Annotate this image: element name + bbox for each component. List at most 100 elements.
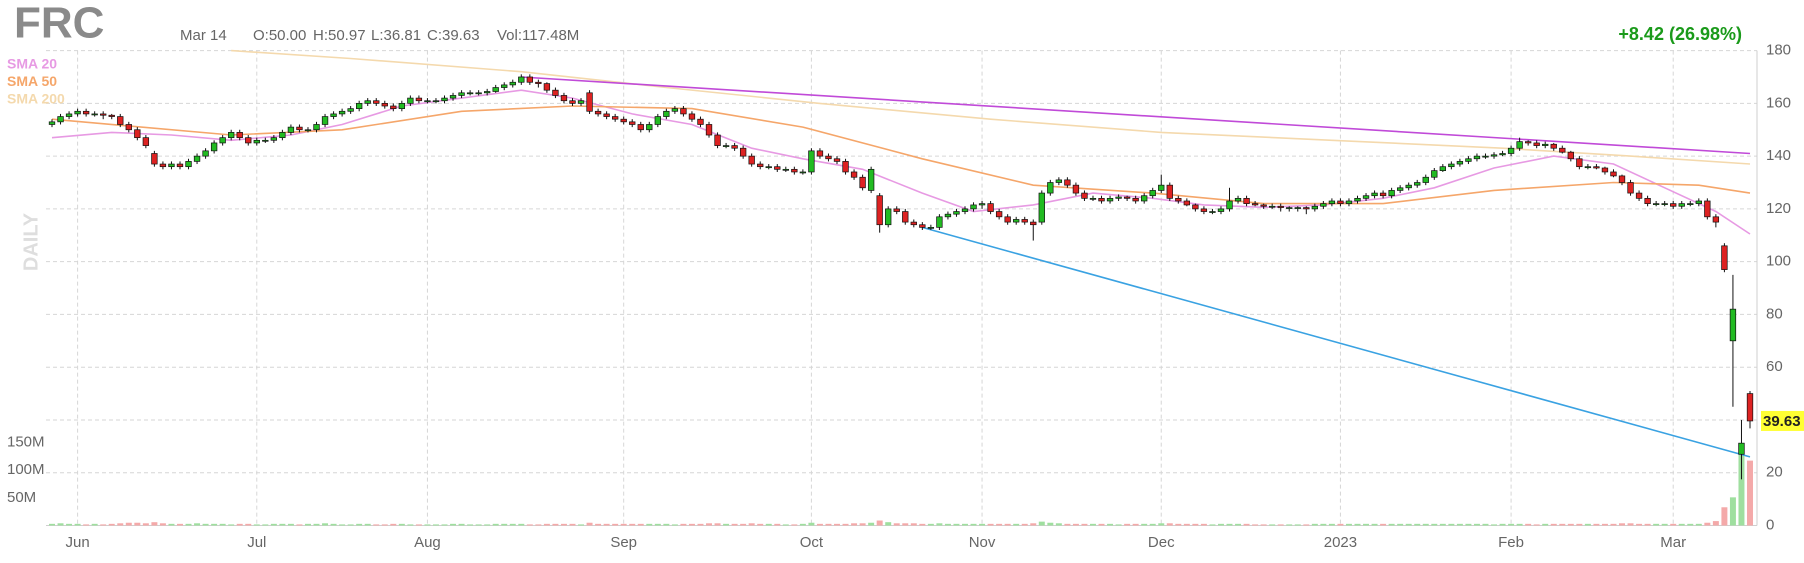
volume-bar — [253, 524, 260, 526]
candle-body — [970, 204, 977, 210]
y-tick-label: 20 — [1766, 464, 1783, 481]
candle-body — [279, 132, 286, 139]
volume-bar — [799, 523, 806, 526]
candle-body — [1115, 196, 1122, 199]
volume-bar — [919, 523, 926, 526]
volume-bar — [1354, 523, 1361, 526]
volume-bar — [1422, 523, 1429, 526]
volume-bar — [1166, 523, 1173, 526]
volume-bar — [441, 524, 448, 526]
volume-bar — [381, 524, 388, 526]
volume-bar — [1200, 523, 1207, 526]
volume-bar — [569, 523, 576, 526]
candle-body — [825, 155, 832, 160]
candle-body — [1030, 221, 1037, 226]
volume-bar — [1576, 523, 1583, 526]
volume-bar — [1405, 523, 1412, 526]
candle-body — [1396, 187, 1404, 191]
candle-body — [441, 97, 448, 102]
candle-body — [902, 211, 909, 223]
volume-bar — [509, 523, 516, 526]
volume-bar — [117, 523, 124, 526]
candle-body — [1226, 200, 1233, 210]
volume-bar — [1721, 507, 1728, 526]
volume-bar — [1456, 523, 1463, 526]
volume-bar — [1064, 523, 1071, 526]
candle-body — [671, 108, 679, 112]
volume-bar — [1661, 523, 1668, 526]
volume-bar — [748, 523, 755, 526]
volume-bar — [304, 523, 311, 526]
volume-bar — [842, 523, 849, 526]
candle-body — [228, 132, 235, 139]
label-layer: 02040608010012014016018050M100M150MJunJu… — [7, 42, 1804, 551]
candle-body — [1746, 393, 1754, 422]
volume-bar — [774, 523, 781, 526]
candle-body — [1729, 308, 1737, 342]
candle-body — [1670, 203, 1677, 207]
volume-bar — [1448, 523, 1455, 526]
candle-body — [1712, 216, 1720, 223]
candle-body — [1166, 184, 1173, 199]
candle-body — [543, 83, 551, 91]
candle-body — [1055, 179, 1063, 183]
candle-body — [1524, 141, 1532, 144]
volume-bar — [1098, 523, 1105, 526]
volume-bar — [57, 523, 64, 526]
candle-body — [501, 84, 508, 88]
volume-bar — [1678, 523, 1685, 526]
candle-body — [1047, 182, 1054, 194]
candle-body — [1354, 197, 1361, 202]
volume-bar — [1328, 523, 1335, 526]
candle-body — [466, 92, 474, 95]
volume-bar — [108, 523, 115, 526]
candle-body — [893, 208, 900, 212]
volume-bar — [1653, 523, 1660, 526]
candle-body — [117, 116, 124, 125]
volume-bar — [1499, 523, 1506, 526]
volume-tick-label: 100M — [7, 461, 45, 478]
candle-body — [1456, 161, 1464, 165]
volume-bar — [1644, 523, 1651, 526]
volume-bar — [1619, 523, 1625, 526]
volume-bar — [91, 523, 98, 526]
candle-body — [1439, 166, 1446, 171]
volume-bar — [868, 522, 875, 526]
candle-body — [509, 81, 516, 86]
candle-body — [262, 139, 269, 142]
volume-bar — [1286, 524, 1293, 526]
candle-body — [833, 158, 841, 162]
volume-bar — [851, 523, 858, 526]
candle-body — [82, 110, 90, 115]
y-tick-label: 60 — [1766, 358, 1783, 375]
candle-body — [1089, 197, 1097, 200]
volume-bar — [706, 523, 713, 526]
candle-body — [1559, 147, 1566, 153]
candle-body — [1721, 245, 1728, 270]
candle-body — [57, 116, 64, 123]
volume-bar — [134, 522, 141, 526]
volume-bar — [723, 523, 730, 526]
candle-body — [424, 100, 431, 103]
volume-bar — [535, 524, 542, 526]
volume-bar — [944, 523, 951, 526]
volume-bar — [757, 523, 764, 526]
candle-body — [876, 195, 883, 226]
volume-bar — [1601, 523, 1608, 526]
candle-body — [697, 118, 704, 125]
candle-body — [816, 150, 824, 157]
candle-body — [1379, 192, 1387, 197]
volume-bar — [714, 523, 721, 526]
candle-body — [688, 113, 696, 120]
candle-body — [142, 137, 150, 146]
volume-layer — [49, 449, 1753, 526]
candle-body — [1610, 171, 1617, 177]
volume-bar — [671, 524, 678, 526]
candle-body — [1661, 203, 1668, 205]
x-tick-label: Jul — [247, 534, 266, 551]
candle-body — [1542, 143, 1549, 146]
candle-body — [1311, 205, 1318, 210]
candle-body — [765, 166, 772, 169]
